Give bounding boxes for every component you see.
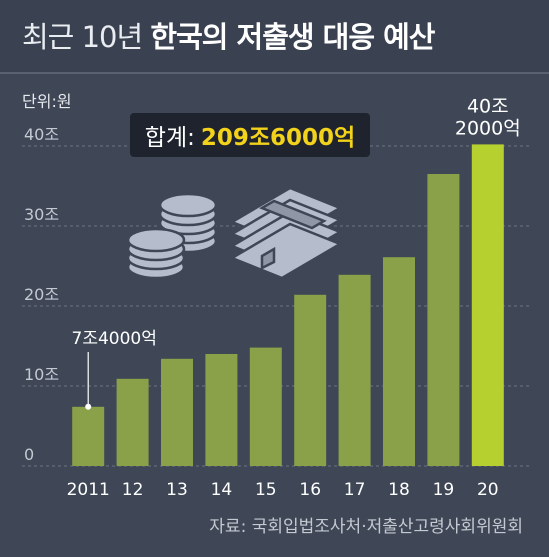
first-bar-marker — [85, 403, 92, 410]
bar-18 — [383, 257, 415, 466]
y-tick-label: 30조 — [24, 205, 59, 224]
bar-2011 — [72, 406, 105, 466]
title-bold: 한국의 저출생 대응 예산 — [150, 20, 435, 54]
x-tick-label: 18 — [388, 480, 410, 500]
last-bar-label-line2: 2000억 — [455, 117, 521, 139]
last-bar-label-line1: 40조 — [467, 95, 509, 117]
y-tick-label: 40조 — [24, 125, 59, 144]
x-tick-label: 2011 — [67, 480, 110, 500]
total-box: 합계: 209조6000억 — [130, 113, 370, 157]
bar-13 — [161, 358, 193, 466]
unit-label: 단위:원 — [22, 92, 72, 111]
title-bar: 최근 10년 한국의 저출생 대응 예산 — [0, 0, 549, 74]
x-tick-label: 14 — [211, 480, 233, 500]
x-tick-label: 15 — [255, 480, 277, 500]
x-tick-label: 19 — [433, 480, 455, 500]
y-tick-label: 0 — [24, 445, 34, 464]
total-label: 합계: — [144, 125, 195, 151]
x-tick-label: 13 — [166, 480, 188, 500]
source-note: 자료: 국회입법조사처·저출산고령사회위원회 — [209, 517, 523, 537]
bar-16 — [294, 294, 327, 466]
total-value: 209조6000억 — [200, 125, 356, 151]
chart-title: 최근 10년 한국의 저출생 대응 예산 — [22, 14, 435, 56]
y-tick-label: 20조 — [24, 285, 59, 304]
x-axis-labels: 2011 12 13 14 15 16 17 18 19 20 — [67, 480, 499, 500]
bar-17 — [338, 274, 371, 466]
bars — [72, 144, 504, 466]
first-bar-label: 7조4000억 — [72, 329, 157, 349]
bar-19 — [427, 174, 460, 466]
x-tick-label: 12 — [122, 480, 144, 500]
bar-20 — [471, 144, 504, 466]
bar-12 — [116, 378, 149, 466]
y-tick-label: 10조 — [24, 365, 59, 384]
x-tick-label: 20 — [477, 480, 499, 500]
bar-15 — [249, 347, 282, 466]
coin-stack-icon — [126, 192, 218, 280]
x-tick-label: 16 — [299, 480, 321, 500]
bar-14 — [205, 354, 238, 466]
x-tick-label: 17 — [344, 480, 366, 500]
title-light: 최근 10년 — [22, 20, 143, 54]
money-bundle-icon — [229, 186, 343, 280]
y-axis-labels: 0 10조 20조 30조 40조 — [24, 125, 59, 464]
